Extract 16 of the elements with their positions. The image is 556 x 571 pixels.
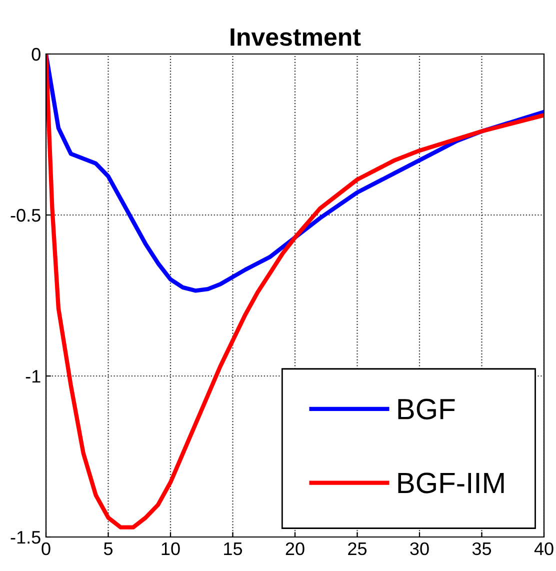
x-tick-label: 20 <box>286 542 304 556</box>
y-tick-label: -0.5 <box>10 208 40 222</box>
x-tick-label: 25 <box>348 542 367 556</box>
x-tick-label: 0 <box>42 542 50 556</box>
x-tick-label: 35 <box>472 542 492 556</box>
x-tick-label: 40 <box>534 542 554 556</box>
legend-label: BGF <box>398 398 455 420</box>
y-tick-label: -1 <box>26 370 40 383</box>
x-tick-label: 10 <box>162 542 180 556</box>
x-tick-label: 15 <box>224 542 242 556</box>
y-tick-label: 0 <box>32 48 40 61</box>
legend-label: BGF-IIM <box>398 472 504 494</box>
y-tick-label: -1.5 <box>10 531 40 544</box>
x-tick-label: 5 <box>104 542 113 556</box>
x-tick-label: 30 <box>410 542 429 556</box>
chart-title: Investment <box>230 28 361 46</box>
